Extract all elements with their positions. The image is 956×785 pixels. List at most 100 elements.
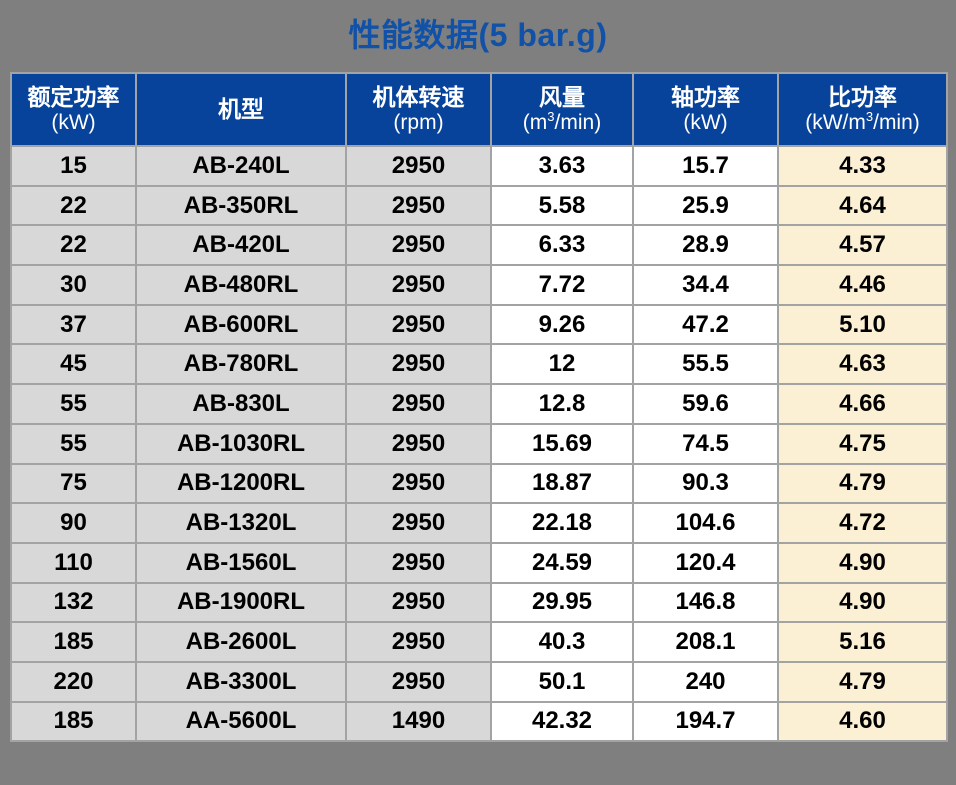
cell-model: AB-420L bbox=[135, 224, 347, 267]
cell-model: AB-780RL bbox=[135, 343, 347, 386]
cell-speed: 2950 bbox=[345, 621, 492, 663]
cell-shaft-power: 47.2 bbox=[632, 303, 779, 346]
table-row: 185 AB-2600L 2950 40.3 208.1 5.16 bbox=[10, 621, 948, 663]
cell-specific-power: 4.79 bbox=[777, 660, 948, 703]
cell-air-flow: 5.58 bbox=[490, 184, 634, 227]
cell-rated-power: 132 bbox=[10, 581, 137, 624]
cell-specific-power: 4.63 bbox=[777, 343, 948, 386]
cell-air-flow: 22.18 bbox=[490, 502, 634, 544]
cell-rated-power: 30 bbox=[10, 264, 137, 306]
table-row: 90 AB-1320L 2950 22.18 104.6 4.72 bbox=[10, 502, 948, 544]
cell-rated-power: 185 bbox=[10, 700, 137, 743]
table-row: 15 AB-240L 2950 3.63 15.7 4.33 bbox=[10, 145, 948, 187]
cell-air-flow: 3.63 bbox=[490, 145, 634, 187]
cell-speed: 2950 bbox=[345, 462, 492, 505]
table-row: 22 AB-350RL 2950 5.58 25.9 4.64 bbox=[10, 184, 948, 227]
cell-specific-power: 4.57 bbox=[777, 224, 948, 267]
header-speed: 机体转速 (rpm) bbox=[345, 72, 492, 147]
table-row: 220 AB-3300L 2950 50.1 240 4.79 bbox=[10, 660, 948, 703]
cell-specific-power: 5.10 bbox=[777, 303, 948, 346]
cell-model: AB-600RL bbox=[135, 303, 347, 346]
cell-air-flow: 6.33 bbox=[490, 224, 634, 267]
table-row: 37 AB-600RL 2950 9.26 47.2 5.10 bbox=[10, 303, 948, 346]
cell-specific-power: 4.90 bbox=[777, 581, 948, 624]
cell-shaft-power: 74.5 bbox=[632, 422, 779, 465]
cell-specific-power: 4.60 bbox=[777, 700, 948, 743]
cell-shaft-power: 146.8 bbox=[632, 581, 779, 624]
cell-air-flow: 15.69 bbox=[490, 422, 634, 465]
table-row: 55 AB-1030RL 2950 15.69 74.5 4.75 bbox=[10, 422, 948, 465]
cell-speed: 2950 bbox=[345, 145, 492, 187]
cell-model: AB-1560L bbox=[135, 541, 347, 584]
cell-specific-power: 4.66 bbox=[777, 383, 948, 425]
cell-shaft-power: 104.6 bbox=[632, 502, 779, 544]
cell-rated-power: 37 bbox=[10, 303, 137, 346]
cell-shaft-power: 120.4 bbox=[632, 541, 779, 584]
cell-shaft-power: 15.7 bbox=[632, 145, 779, 187]
cell-air-flow: 50.1 bbox=[490, 660, 634, 703]
cell-speed: 2950 bbox=[345, 303, 492, 346]
table-row: 30 AB-480RL 2950 7.72 34.4 4.46 bbox=[10, 264, 948, 306]
cell-speed: 2950 bbox=[345, 383, 492, 425]
cell-air-flow: 40.3 bbox=[490, 621, 634, 663]
header-shaft-power: 轴功率 (kW) bbox=[632, 72, 779, 147]
table-row: 55 AB-830L 2950 12.8 59.6 4.66 bbox=[10, 383, 948, 425]
cell-speed: 2950 bbox=[345, 581, 492, 624]
cell-specific-power: 4.64 bbox=[777, 184, 948, 227]
cell-speed: 2950 bbox=[345, 343, 492, 386]
performance-table: 额定功率 (kW) 机型 机体转速 (rpm) 风量 (m3/mi bbox=[10, 72, 948, 743]
cell-rated-power: 75 bbox=[10, 462, 137, 505]
cell-model: AB-1320L bbox=[135, 502, 347, 544]
cell-air-flow: 42.32 bbox=[490, 700, 634, 743]
cell-speed: 2950 bbox=[345, 264, 492, 306]
header-rated-power: 额定功率 (kW) bbox=[10, 72, 137, 147]
table-row: 185 AA-5600L 1490 42.32 194.7 4.60 bbox=[10, 700, 948, 743]
cell-speed: 2950 bbox=[345, 502, 492, 544]
cell-speed: 2950 bbox=[345, 422, 492, 465]
cell-air-flow: 24.59 bbox=[490, 541, 634, 584]
cell-specific-power: 4.72 bbox=[777, 502, 948, 544]
cell-specific-power: 4.75 bbox=[777, 422, 948, 465]
cell-rated-power: 185 bbox=[10, 621, 137, 663]
cell-model: AB-2600L bbox=[135, 621, 347, 663]
cell-model: AB-240L bbox=[135, 145, 347, 187]
cell-specific-power: 4.90 bbox=[777, 541, 948, 584]
cell-rated-power: 45 bbox=[10, 343, 137, 386]
cell-model: AB-830L bbox=[135, 383, 347, 425]
cell-air-flow: 18.87 bbox=[490, 462, 634, 505]
header-row: 额定功率 (kW) 机型 机体转速 (rpm) 风量 (m3/mi bbox=[10, 72, 948, 147]
cell-model: AB-1030RL bbox=[135, 422, 347, 465]
cell-model: AB-1200RL bbox=[135, 462, 347, 505]
cell-speed: 1490 bbox=[345, 700, 492, 743]
cell-speed: 2950 bbox=[345, 541, 492, 584]
cell-speed: 2950 bbox=[345, 224, 492, 267]
cell-air-flow: 29.95 bbox=[490, 581, 634, 624]
cell-model: AB-3300L bbox=[135, 660, 347, 703]
cell-model: AB-350RL bbox=[135, 184, 347, 227]
cell-shaft-power: 90.3 bbox=[632, 462, 779, 505]
cell-specific-power: 4.46 bbox=[777, 264, 948, 306]
cell-rated-power: 22 bbox=[10, 224, 137, 267]
cell-shaft-power: 208.1 bbox=[632, 621, 779, 663]
cell-model: AB-480RL bbox=[135, 264, 347, 306]
cell-shaft-power: 59.6 bbox=[632, 383, 779, 425]
cell-specific-power: 5.16 bbox=[777, 621, 948, 663]
cell-shaft-power: 28.9 bbox=[632, 224, 779, 267]
cell-rated-power: 110 bbox=[10, 541, 137, 584]
cell-specific-power: 4.33 bbox=[777, 145, 948, 187]
cell-air-flow: 12.8 bbox=[490, 383, 634, 425]
cell-shaft-power: 240 bbox=[632, 660, 779, 703]
header-model: 机型 bbox=[135, 72, 347, 147]
cell-rated-power: 220 bbox=[10, 660, 137, 703]
table-row: 45 AB-780RL 2950 12 55.5 4.63 bbox=[10, 343, 948, 386]
table-row: 110 AB-1560L 2950 24.59 120.4 4.90 bbox=[10, 541, 948, 584]
cell-specific-power: 4.79 bbox=[777, 462, 948, 505]
cell-shaft-power: 25.9 bbox=[632, 184, 779, 227]
cell-air-flow: 9.26 bbox=[490, 303, 634, 346]
table-row: 22 AB-420L 2950 6.33 28.9 4.57 bbox=[10, 224, 948, 267]
cell-model: AB-1900RL bbox=[135, 581, 347, 624]
table-row: 75 AB-1200RL 2950 18.87 90.3 4.79 bbox=[10, 462, 948, 505]
cell-rated-power: 15 bbox=[10, 145, 137, 187]
cell-rated-power: 90 bbox=[10, 502, 137, 544]
cell-air-flow: 12 bbox=[490, 343, 634, 386]
